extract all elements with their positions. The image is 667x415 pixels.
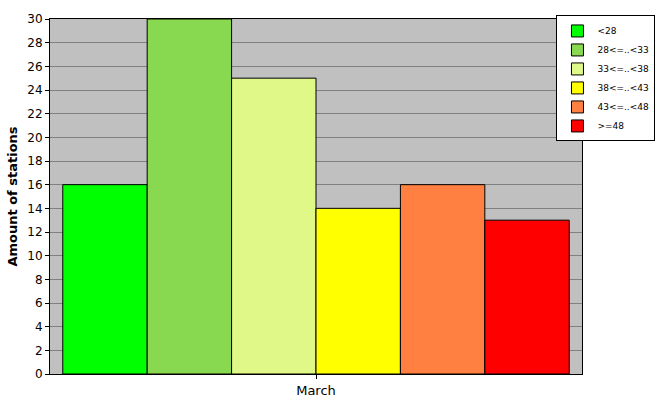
svg-text:33<=..<38: 33<=..<38: [597, 64, 649, 74]
svg-text:14: 14: [27, 202, 42, 216]
svg-text:March: March: [296, 383, 336, 398]
svg-text:12: 12: [27, 225, 42, 239]
svg-text:22: 22: [27, 107, 42, 121]
svg-text:10: 10: [27, 249, 42, 263]
svg-text:28<=..<33: 28<=..<33: [597, 45, 648, 55]
svg-text:24: 24: [27, 83, 42, 97]
svg-text:26: 26: [27, 60, 42, 74]
svg-text:18: 18: [27, 154, 42, 168]
svg-text:4: 4: [35, 320, 43, 334]
svg-text:Amount of stations: Amount of stations: [5, 126, 20, 266]
svg-text:16: 16: [27, 178, 42, 192]
svg-text:28: 28: [27, 36, 42, 50]
svg-text:6: 6: [35, 296, 43, 310]
svg-text:30: 30: [27, 12, 42, 26]
svg-text:0: 0: [35, 367, 43, 381]
svg-text:<28: <28: [597, 26, 616, 36]
svg-text:20: 20: [27, 131, 42, 145]
svg-text:8: 8: [35, 273, 43, 287]
svg-text:>=48: >=48: [597, 121, 624, 131]
svg-text:43<=..<48: 43<=..<48: [597, 102, 649, 112]
svg-text:38<=..<43: 38<=..<43: [597, 83, 648, 93]
svg-text:2: 2: [35, 344, 43, 358]
